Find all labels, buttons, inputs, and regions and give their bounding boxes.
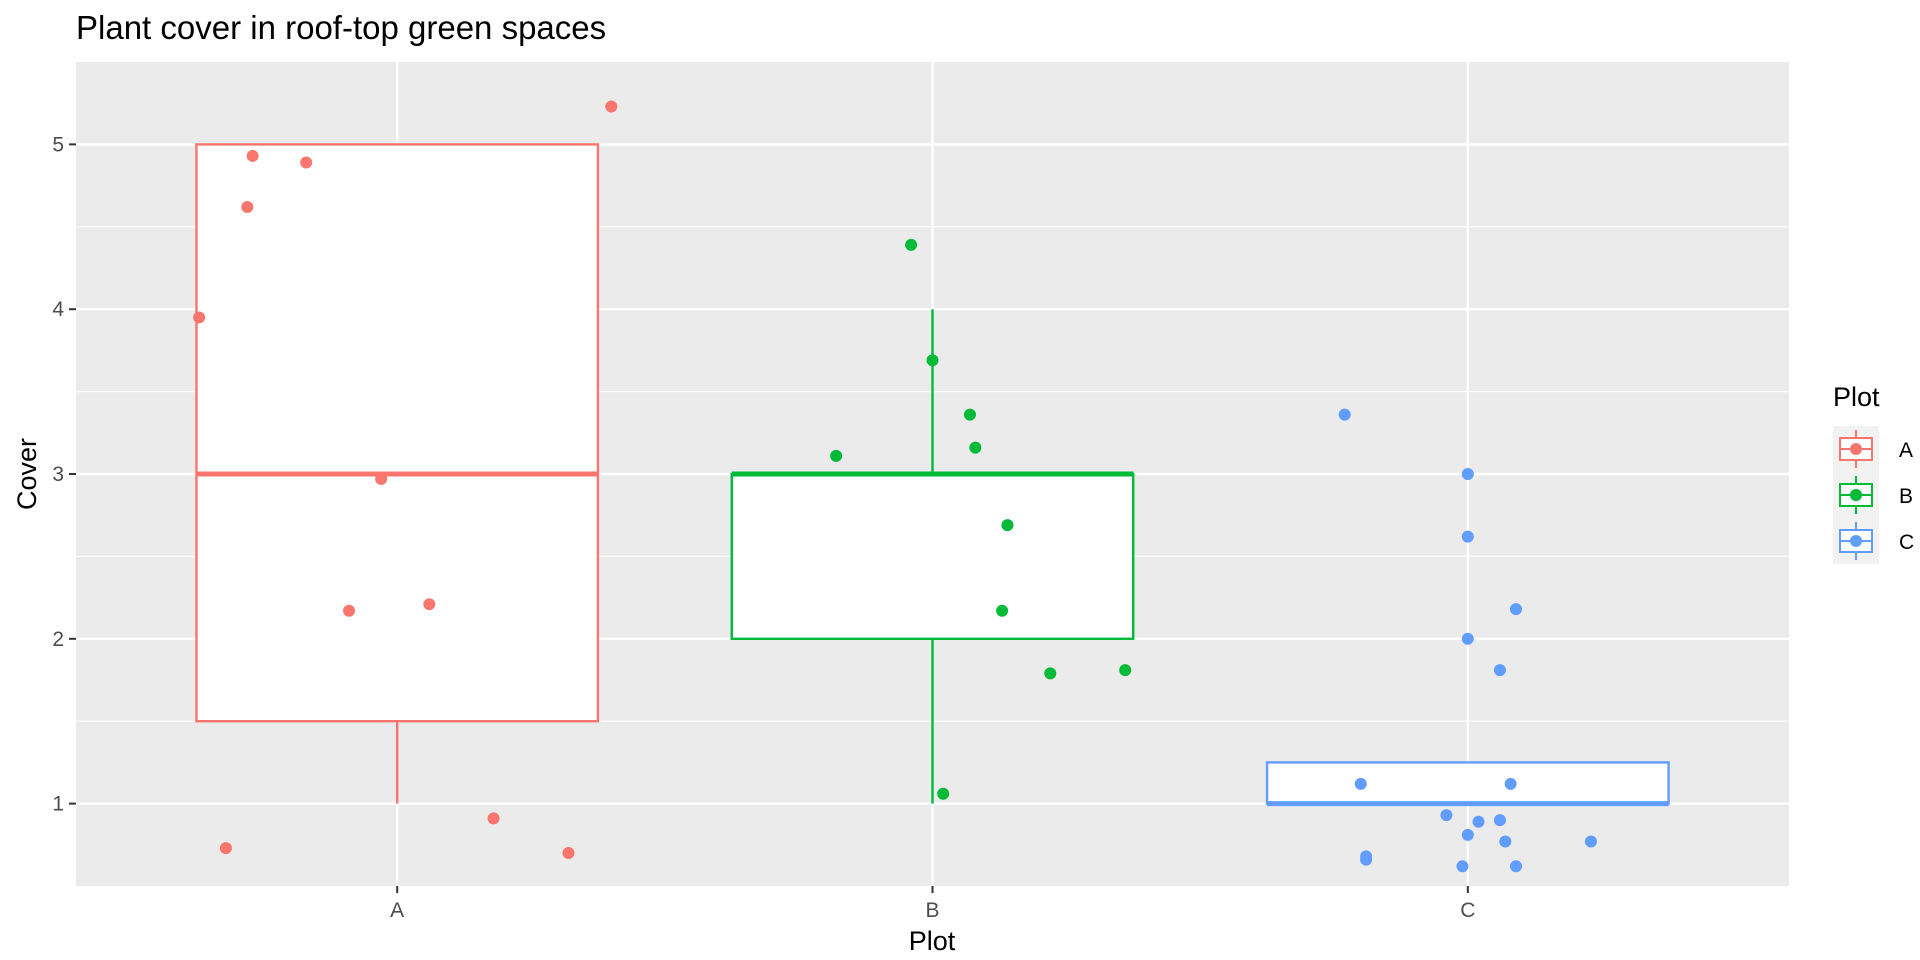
point-B	[1001, 519, 1014, 532]
point-C	[1493, 814, 1506, 827]
point-C	[1360, 853, 1373, 866]
box-body	[195, 143, 600, 723]
x-tick-label: C	[1460, 899, 1475, 922]
legend-title: Plot	[1833, 382, 1880, 412]
point-A	[193, 311, 206, 324]
point-A	[423, 598, 436, 611]
x-axis-title: Plot	[909, 926, 956, 956]
box-body	[730, 472, 1135, 641]
point-B	[963, 408, 976, 421]
point-B	[905, 238, 918, 251]
point-C	[1509, 860, 1522, 873]
legend-label: B	[1899, 485, 1913, 508]
box-body	[1265, 761, 1670, 805]
point-C	[1461, 828, 1474, 841]
box-B	[730, 309, 1135, 804]
point-B	[1044, 667, 1057, 680]
legend-label: A	[1899, 439, 1913, 462]
point-A	[487, 812, 500, 825]
point-C	[1440, 809, 1453, 822]
jitter-points	[193, 100, 1597, 873]
point-C	[1354, 777, 1367, 790]
point-C	[1499, 835, 1512, 848]
y-axis: 1 2 3 4 5	[52, 133, 76, 816]
point-B	[830, 449, 843, 462]
point-C	[1472, 815, 1485, 828]
point-C	[1509, 603, 1522, 616]
point-C	[1461, 468, 1474, 480]
legend-point	[1850, 443, 1862, 455]
y-tick-label: 1	[52, 793, 64, 816]
x-axis: A B C	[390, 886, 1475, 922]
point-A	[343, 604, 356, 617]
point-A	[605, 100, 618, 113]
point-A	[241, 201, 254, 214]
point-C	[1504, 777, 1517, 790]
point-C	[1456, 860, 1469, 873]
legend-label: C	[1899, 531, 1914, 554]
legend: ABC	[1833, 426, 1914, 564]
point-C	[1461, 530, 1474, 543]
point-A	[246, 149, 259, 162]
point-A	[562, 847, 575, 860]
y-axis-title: Cover	[12, 438, 42, 510]
point-B	[1119, 664, 1132, 677]
boxplots	[195, 143, 1670, 807]
point-C	[1584, 835, 1597, 848]
point-C	[1461, 632, 1474, 645]
y-tick-label: 4	[52, 298, 64, 321]
box-A	[195, 143, 600, 804]
point-A	[375, 472, 388, 485]
point-B	[926, 354, 939, 367]
y-tick-label: 3	[52, 463, 64, 486]
x-tick-label: A	[390, 899, 404, 922]
legend-key-C: C	[1839, 522, 1914, 560]
legend-point	[1850, 535, 1862, 547]
legend-key-A: A	[1839, 430, 1913, 468]
point-A	[300, 156, 313, 169]
y-tick-label: 5	[52, 133, 64, 156]
box-C	[1265, 761, 1670, 807]
point-C	[1493, 664, 1506, 677]
legend-key-B: B	[1839, 476, 1913, 514]
point-B	[996, 604, 1009, 617]
x-tick-label: B	[925, 899, 939, 922]
point-A	[219, 842, 232, 855]
legend-point	[1850, 489, 1862, 501]
y-tick-label: 2	[52, 628, 64, 651]
point-B	[969, 441, 982, 454]
chart-title: Plant cover in roof-top green spaces	[76, 9, 606, 46]
point-C	[1338, 408, 1351, 421]
point-B	[937, 787, 950, 800]
